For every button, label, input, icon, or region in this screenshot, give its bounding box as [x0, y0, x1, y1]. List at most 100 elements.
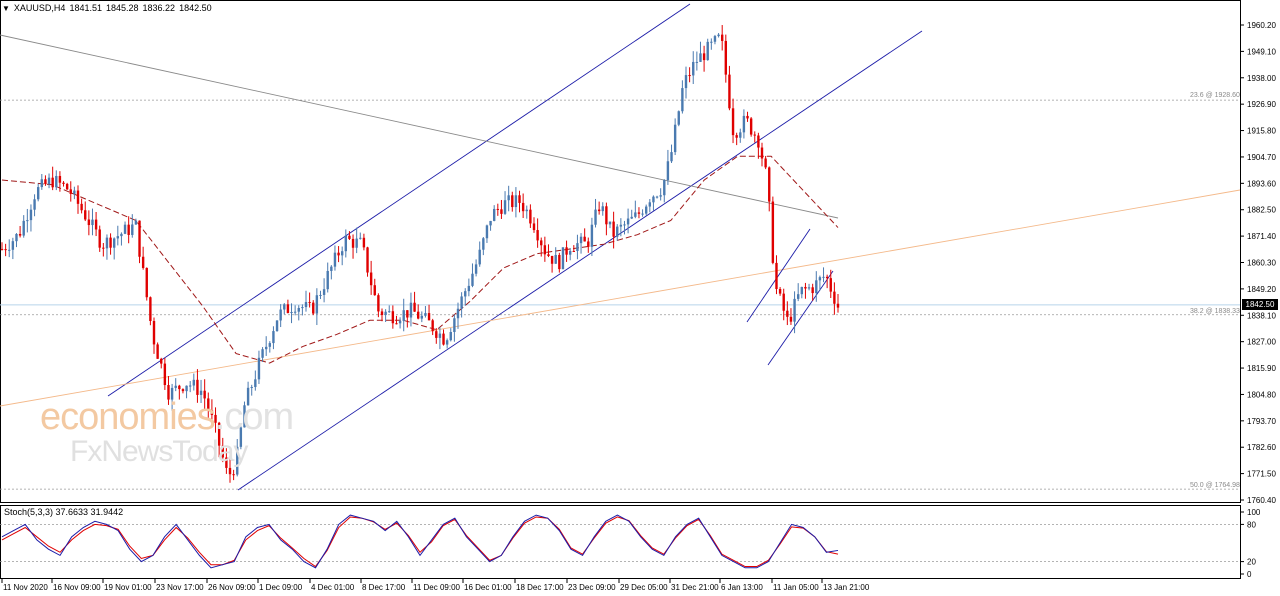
current-price-tag: 1842.50: [1242, 299, 1278, 310]
stochastic-lines: [0, 514, 1240, 569]
candle-body: [489, 220, 492, 226]
candle-body: [579, 236, 583, 244]
candle-body: [196, 379, 199, 395]
main-plot-area: [0, 0, 1241, 503]
candle-body: [58, 175, 62, 183]
time-tick-label: 11 Nov 2020: [3, 583, 48, 592]
candle-body: [134, 220, 138, 225]
candle-body: [833, 291, 836, 304]
candle-body: [449, 332, 452, 341]
candle-body: [355, 238, 358, 248]
candle-body: [547, 254, 550, 256]
candle-body: [623, 224, 626, 226]
candle-body: [518, 195, 521, 203]
candle-body: [33, 199, 36, 210]
candle-body: [453, 318, 456, 333]
candle-body: [558, 254, 561, 270]
candle-body: [330, 266, 333, 271]
stoch-tick-label: 0: [1247, 570, 1252, 579]
candle-body: [340, 251, 344, 256]
candle-body: [420, 315, 424, 319]
candle-body: [214, 414, 217, 423]
time-axis: 11 Nov 2020 16 Nov 09:00 19 Nov 01:00 23 No…: [1, 579, 870, 592]
candle-body: [782, 293, 785, 311]
dropdown-triangle-icon[interactable]: ▼: [2, 3, 10, 13]
candle-body: [272, 331, 275, 344]
candle-body: [11, 241, 15, 250]
stochastic-plot-area: [0, 505, 1241, 579]
flag-lower-line: [767, 270, 834, 366]
time-tick-label: 31 Dec 21:00: [671, 583, 719, 592]
candle-body: [409, 302, 413, 318]
candle-body: [576, 243, 579, 251]
candle-body: [160, 358, 163, 364]
candle-body: [550, 255, 554, 264]
candles: [0, 25, 840, 483]
candle-body: [22, 220, 25, 236]
rising-support-line: [0, 189, 1241, 407]
candle-body: [612, 221, 615, 237]
candle-body: [760, 147, 764, 159]
candle-body: [391, 311, 395, 324]
candle-body: [275, 320, 279, 332]
candle-body: [601, 206, 604, 212]
candle-body: [456, 308, 460, 319]
candle-body: [236, 446, 239, 475]
candle-body: [207, 398, 210, 411]
candle-body: [351, 238, 355, 248]
time-tick-label: 13 Jan 21:00: [823, 583, 870, 592]
candle-body: [630, 216, 633, 219]
flag-upper-line: [746, 228, 811, 323]
candle-body: [619, 224, 623, 227]
candle-body: [112, 238, 116, 248]
candle-body: [369, 272, 373, 286]
candle-body: [728, 74, 731, 109]
candle-body: [731, 108, 735, 136]
candle-body: [120, 233, 123, 237]
candle-body: [804, 286, 807, 289]
fib-label-50: 50.0 @ 1764.98: [1190, 482, 1240, 489]
candle-body: [264, 346, 268, 350]
candle-body: [778, 289, 782, 294]
candle-body: [344, 235, 348, 252]
candle-body: [239, 427, 243, 447]
channel-upper-line: [107, 3, 691, 397]
candle-body: [616, 226, 619, 237]
candle-body: [478, 249, 481, 265]
price-tick-label: 1915.80: [1247, 127, 1276, 136]
candle-body: [572, 250, 576, 252]
candle-body: [836, 303, 840, 308]
candle-body: [337, 252, 340, 256]
time-tick-label: 16 Nov 09:00: [53, 583, 101, 592]
candle-body: [775, 262, 778, 290]
candle-body: [720, 34, 724, 41]
candle-body: [637, 212, 641, 214]
price-tick-label: 1893.60: [1247, 179, 1276, 188]
candle-body: [492, 208, 496, 221]
moving-average-line: [1, 155, 839, 364]
candle-body: [373, 285, 376, 296]
candle-body: [279, 309, 282, 321]
time-tick-label: 6 Jan 13:00: [721, 583, 763, 592]
price-axis: 1960.20 1949.10 1938.00 1926.90 1915.80 1904.…: [1240, 21, 1276, 505]
candle-body: [18, 233, 22, 236]
candle-body: [710, 41, 713, 43]
candle-body: [105, 237, 109, 249]
candle-body: [825, 276, 829, 279]
candle-body: [181, 389, 185, 392]
candle-body: [540, 240, 543, 246]
candle-body: [76, 190, 80, 204]
candle-body: [605, 206, 608, 225]
watermark-economies: economies.com: [40, 396, 294, 438]
candle-body: [521, 202, 525, 212]
candle-body: [485, 225, 489, 239]
candle-body: [514, 195, 518, 208]
candle-body: [460, 296, 463, 309]
candle-body: [65, 183, 69, 190]
candle-body: [8, 249, 11, 251]
price-tick-label: 1771.50: [1247, 470, 1276, 479]
candle-body: [293, 311, 297, 313]
stoch-tick-label: 100: [1247, 508, 1261, 517]
candle-body: [435, 331, 438, 338]
